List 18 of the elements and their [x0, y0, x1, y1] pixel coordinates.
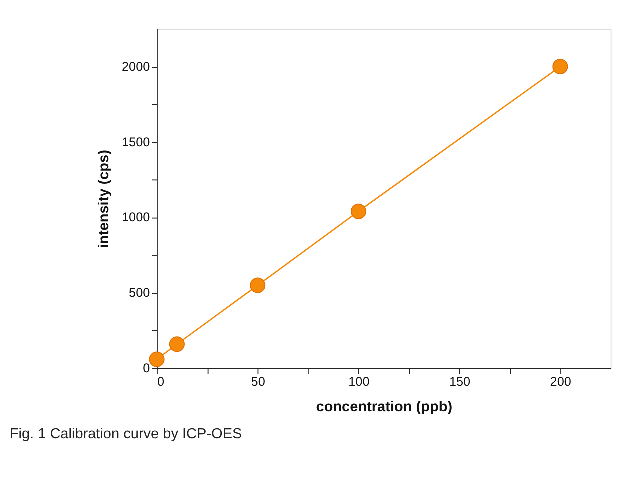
y-axis-title: intensity (cps): [96, 150, 112, 248]
y-tick-label: 2000: [122, 60, 150, 74]
x-tick-label: 150: [449, 375, 471, 390]
point: [149, 352, 165, 368]
point: [250, 278, 266, 294]
point: [169, 336, 185, 352]
y-tick-label: 0: [143, 362, 150, 376]
x-tick-label: 100: [348, 375, 370, 390]
y-tick-label: 1000: [122, 210, 150, 225]
x-tick-label: 200: [550, 375, 572, 390]
x-axis-title: concentration (ppb): [316, 400, 453, 416]
y-tick-label: 500: [129, 286, 150, 300]
y-tick-label: 1500: [122, 135, 150, 150]
x-tick-label: 0: [157, 375, 165, 390]
point: [552, 59, 568, 75]
point: [350, 204, 366, 220]
x-tick-label: 50: [251, 375, 266, 390]
caption: Fig. 1 Calibration curve by ICP-OES: [10, 426, 243, 442]
